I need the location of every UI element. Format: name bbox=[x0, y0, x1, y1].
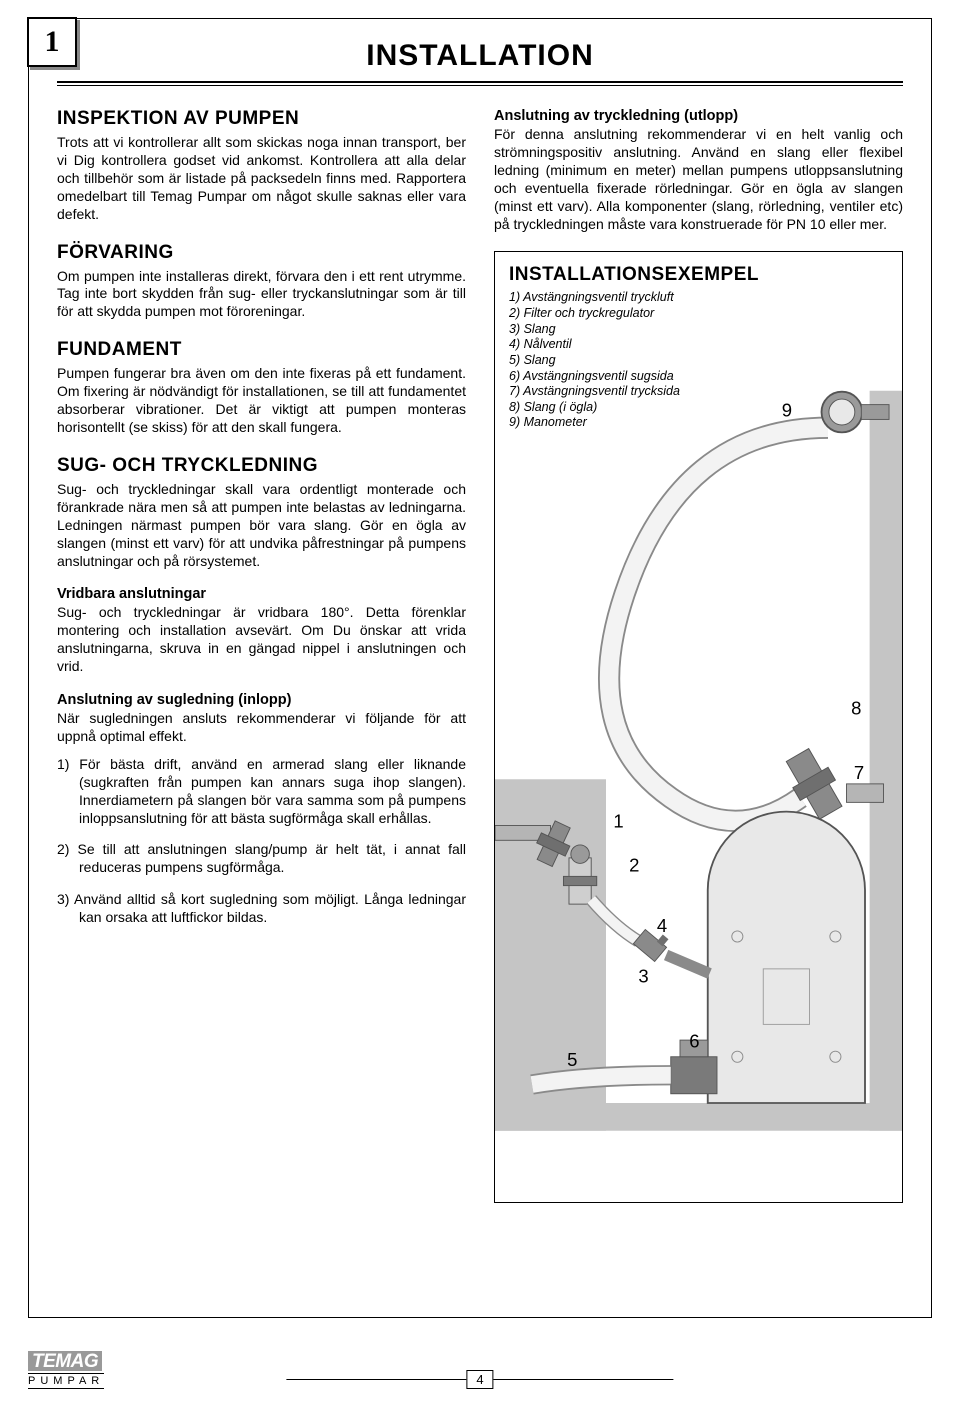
diagram-label-4: 4 bbox=[657, 915, 667, 936]
list-item: 1) För bästa drift, använd en armerad sl… bbox=[57, 756, 466, 828]
page-footer: TEMAG PUMPAR 4 bbox=[28, 1339, 932, 1389]
heading-sug-tryck: SUG- OCH TRYCKLEDNING bbox=[57, 455, 466, 477]
diagram-label-1: 1 bbox=[613, 811, 623, 832]
heading-inspektion: INSPEKTION AV PUMPEN bbox=[57, 108, 466, 130]
body-sug-tryck: Sug- och tryckledningar skall vara orden… bbox=[57, 481, 466, 571]
page-title: INSTALLATION bbox=[57, 39, 903, 73]
list-item: 3) Använd alltid så kort sugledning som … bbox=[57, 891, 466, 927]
body-fundament: Pumpen fungerar bra även om den inte fix… bbox=[57, 365, 466, 437]
title-rule-thin bbox=[57, 85, 903, 86]
column-left: INSPEKTION AV PUMPEN Trots att vi kontro… bbox=[57, 108, 466, 1203]
chapter-badge: 1 bbox=[27, 17, 77, 67]
page-number-rule bbox=[494, 1379, 674, 1380]
legend-item: 4) Nålventil bbox=[509, 337, 888, 353]
sugledning-list: 1) För bästa drift, använd en armerad sl… bbox=[57, 756, 466, 927]
body-sugledning: När sugledningen ansluts rekommenderar v… bbox=[57, 710, 466, 746]
logo-bottom: PUMPAR bbox=[28, 1373, 104, 1389]
diagram-label-2: 2 bbox=[629, 855, 639, 876]
diagram-label-5: 5 bbox=[567, 1049, 577, 1070]
body-inspektion: Trots att vi kontrollerar allt som skick… bbox=[57, 134, 466, 224]
subheading-sugledning: Anslutning av sugledning (inlopp) bbox=[57, 692, 466, 708]
heading-installationsexempel: INSTALLATIONSEXEMPEL bbox=[509, 264, 888, 286]
heading-forvaring: FÖRVARING bbox=[57, 242, 466, 264]
legend-item: 1) Avstängningsventil tryckluft bbox=[509, 290, 888, 306]
page-number-wrap: 4 bbox=[286, 1370, 673, 1389]
legend-item: 3) Slang bbox=[509, 322, 888, 338]
legend-item: 6) Avstängningsventil sugsida bbox=[509, 369, 888, 385]
legend-item: 2) Filter och tryckregulator bbox=[509, 306, 888, 322]
columns: INSPEKTION AV PUMPEN Trots att vi kontro… bbox=[57, 108, 903, 1203]
diagram-label-3: 3 bbox=[638, 966, 648, 987]
subheading-vridbara: Vridbara anslutningar bbox=[57, 586, 466, 602]
column-right: Anslutning av tryckledning (utlopp) För … bbox=[494, 108, 903, 1203]
list-item: 2) Se till att anslutningen slang/pump ä… bbox=[57, 841, 466, 877]
brand-logo: TEMAG PUMPAR bbox=[28, 1351, 104, 1389]
legend-item: 7) Avstängningsventil trycksida bbox=[509, 384, 888, 400]
installation-example-box: INSTALLATIONSEXEMPEL 1) Avstängningsvent… bbox=[494, 251, 903, 1203]
diagram-label-7: 7 bbox=[854, 763, 864, 784]
legend-item: 9) Manometer bbox=[509, 415, 888, 431]
legend-item: 8) Slang (i ögla) bbox=[509, 400, 888, 416]
chapter-number: 1 bbox=[45, 25, 60, 59]
title-rule-thick bbox=[57, 81, 903, 83]
heading-fundament: FUNDAMENT bbox=[57, 339, 466, 361]
page: 1 INSTALLATION INSPEKTION AV PUMPEN Trot… bbox=[0, 0, 960, 1401]
diagram-label-6: 6 bbox=[689, 1031, 699, 1052]
diagram-label-8: 8 bbox=[851, 698, 861, 719]
body-forvaring: Om pumpen inte installeras direkt, förva… bbox=[57, 268, 466, 322]
body-tryckledning: För denna anslutning rekommenderar vi en… bbox=[494, 126, 903, 233]
subheading-tryckledning: Anslutning av tryckledning (utlopp) bbox=[494, 108, 903, 124]
page-number: 4 bbox=[466, 1370, 493, 1389]
body-vridbara: Sug- och tryckledningar är vridbara 180°… bbox=[57, 604, 466, 676]
page-number-rule bbox=[286, 1379, 466, 1380]
logo-top: TEMAG bbox=[28, 1351, 102, 1371]
legend-item: 5) Slang bbox=[509, 353, 888, 369]
legend: 1) Avstängningsventil tryckluft 2) Filte… bbox=[509, 290, 888, 431]
content-frame: 1 INSTALLATION INSPEKTION AV PUMPEN Trot… bbox=[28, 18, 932, 1318]
